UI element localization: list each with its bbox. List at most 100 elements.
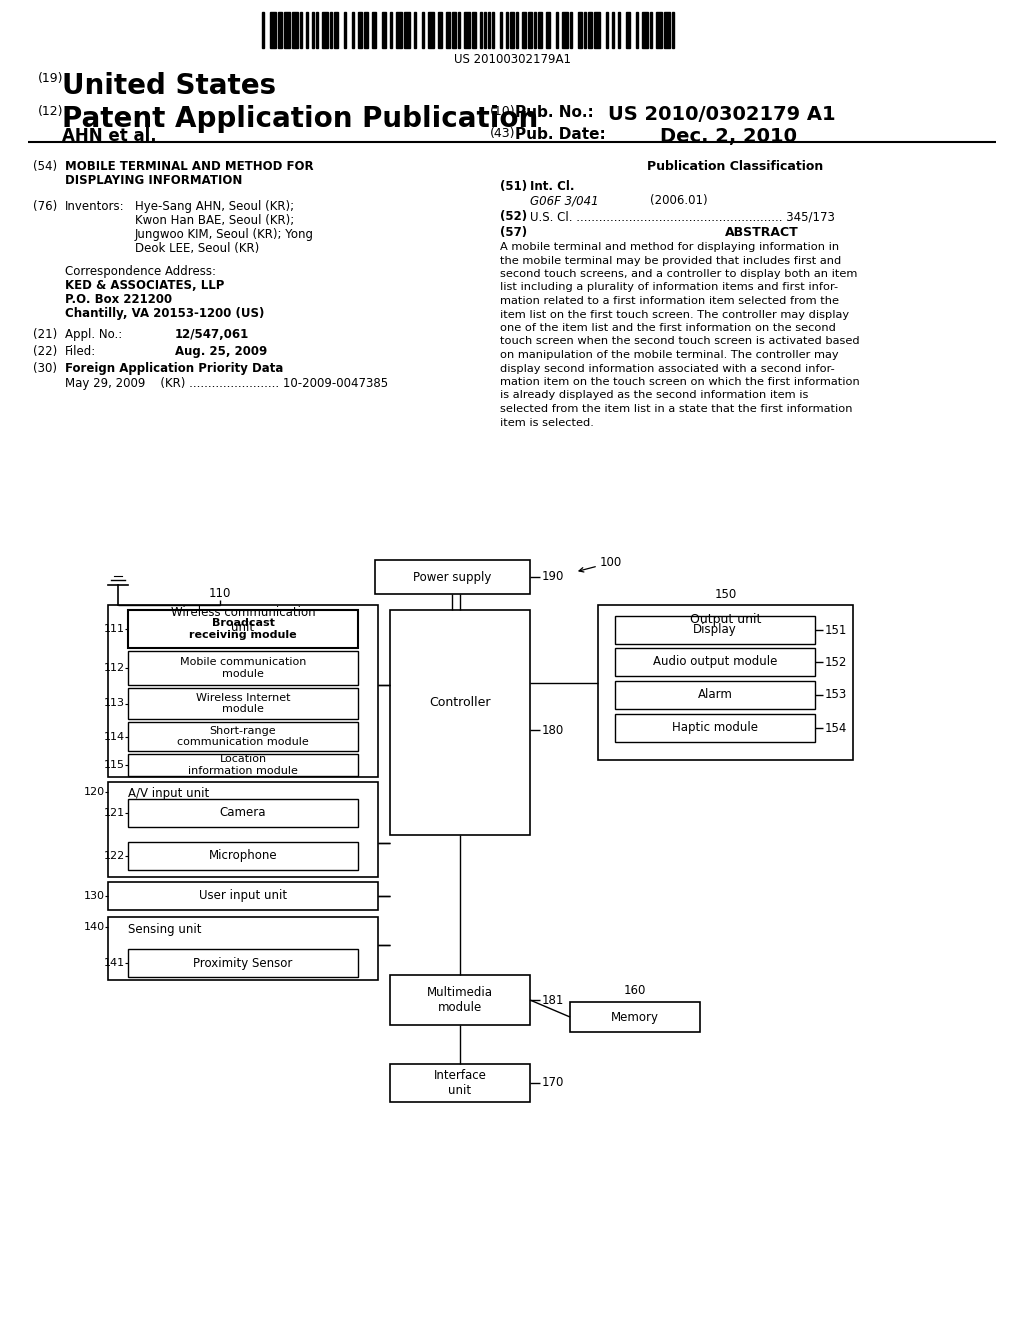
Bar — [438, 12, 442, 48]
Text: P.O. Box 221200: P.O. Box 221200 — [65, 293, 172, 306]
Bar — [612, 12, 614, 48]
Text: DISPLAYING INFORMATION: DISPLAYING INFORMATION — [65, 174, 243, 187]
Bar — [128, 651, 358, 685]
Bar — [128, 842, 358, 870]
Text: Power supply: Power supply — [414, 570, 492, 583]
Bar — [615, 681, 815, 709]
Text: Multimedia
module: Multimedia module — [427, 986, 493, 1014]
Text: Proximity Sensor: Proximity Sensor — [194, 957, 293, 969]
Bar — [528, 12, 532, 48]
Text: 130: 130 — [84, 891, 105, 902]
Bar — [594, 12, 600, 48]
Bar — [306, 12, 308, 48]
Text: Kwon Han BAE, Seoul (KR);: Kwon Han BAE, Seoul (KR); — [135, 214, 294, 227]
Text: Hye-Sang AHN, Seoul (KR);: Hye-Sang AHN, Seoul (KR); — [135, 201, 294, 213]
Text: 12/547,061: 12/547,061 — [175, 327, 249, 341]
Bar — [484, 12, 486, 48]
Text: 190: 190 — [542, 570, 564, 583]
Bar — [404, 12, 410, 48]
Text: 180: 180 — [542, 723, 564, 737]
Bar — [534, 12, 536, 48]
Text: Audio output module: Audio output module — [653, 656, 777, 668]
Bar — [615, 714, 815, 742]
Bar — [642, 12, 648, 48]
Text: Controller: Controller — [429, 696, 490, 709]
Bar — [414, 12, 416, 48]
Text: 121: 121 — [103, 808, 125, 818]
Bar — [428, 12, 434, 48]
Bar — [330, 12, 332, 48]
Text: Publication Classification: Publication Classification — [647, 160, 823, 173]
Bar — [390, 12, 392, 48]
Text: Chantilly, VA 20153-1200 (US): Chantilly, VA 20153-1200 (US) — [65, 308, 264, 319]
Text: Appl. No.:: Appl. No.: — [65, 327, 122, 341]
Text: the mobile terminal may be provided that includes first and: the mobile terminal may be provided that… — [500, 256, 842, 265]
Bar — [316, 12, 318, 48]
Text: (43): (43) — [490, 127, 515, 140]
Bar — [128, 610, 358, 648]
Bar — [650, 12, 652, 48]
Text: mation item on the touch screen on which the first information: mation item on the touch screen on which… — [500, 378, 860, 387]
Text: US 2010/0302179 A1: US 2010/0302179 A1 — [608, 106, 836, 124]
Text: mation related to a first information item selected from the: mation related to a first information it… — [500, 296, 839, 306]
Bar — [278, 12, 282, 48]
Text: Filed:: Filed: — [65, 345, 96, 358]
Bar — [108, 917, 378, 979]
Text: AHN et al.: AHN et al. — [62, 127, 157, 145]
Text: Dec. 2, 2010: Dec. 2, 2010 — [660, 127, 797, 147]
Text: 151: 151 — [825, 623, 848, 636]
Bar — [618, 12, 620, 48]
Text: Camera: Camera — [220, 807, 266, 820]
Text: on manipulation of the mobile terminal. The controller may: on manipulation of the mobile terminal. … — [500, 350, 839, 360]
Text: Microphone: Microphone — [209, 850, 278, 862]
Bar — [312, 12, 314, 48]
Text: one of the item list and the first information on the second: one of the item list and the first infor… — [500, 323, 836, 333]
Text: Output unit: Output unit — [690, 612, 761, 626]
Bar — [664, 12, 670, 48]
Text: touch screen when the second touch screen is activated based: touch screen when the second touch scree… — [500, 337, 859, 346]
Text: Mobile communication
module: Mobile communication module — [180, 657, 306, 678]
Bar — [262, 12, 264, 48]
Text: 141: 141 — [103, 958, 125, 968]
Bar — [615, 616, 815, 644]
Text: (30): (30) — [33, 362, 57, 375]
Text: selected from the item list in a state that the first information: selected from the item list in a state t… — [500, 404, 853, 414]
Bar — [300, 12, 302, 48]
Text: May 29, 2009    (KR) ........................ 10-2009-0047385: May 29, 2009 (KR) ......................… — [65, 378, 388, 389]
Text: is already displayed as the second information item is: is already displayed as the second infor… — [500, 391, 808, 400]
Text: (57): (57) — [500, 226, 527, 239]
Text: Haptic module: Haptic module — [672, 722, 758, 734]
Text: Jungwoo KIM, Seoul (KR); Yong: Jungwoo KIM, Seoul (KR); Yong — [135, 228, 314, 242]
Text: 111: 111 — [104, 624, 125, 634]
Text: Pub. Date:: Pub. Date: — [515, 127, 606, 143]
Text: KED & ASSOCIATES, LLP: KED & ASSOCIATES, LLP — [65, 279, 224, 292]
Text: item list on the first touch screen. The controller may display: item list on the first touch screen. The… — [500, 309, 849, 319]
Text: 110: 110 — [209, 587, 231, 601]
Bar — [396, 12, 402, 48]
Bar — [570, 12, 572, 48]
Text: Sensing unit: Sensing unit — [128, 923, 202, 936]
Text: Wireless Internet
module: Wireless Internet module — [196, 693, 290, 714]
Text: display second information associated with a second infor-: display second information associated wi… — [500, 363, 835, 374]
Bar — [636, 12, 638, 48]
Text: (21): (21) — [33, 327, 57, 341]
Bar — [390, 975, 530, 1026]
Text: Wireless communication
unit: Wireless communication unit — [171, 606, 315, 634]
Bar — [615, 648, 815, 676]
Text: 112: 112 — [103, 663, 125, 673]
Text: 170: 170 — [542, 1077, 564, 1089]
Text: 114: 114 — [103, 731, 125, 742]
Bar — [128, 754, 358, 776]
Bar — [538, 12, 542, 48]
Text: ABSTRACT: ABSTRACT — [725, 226, 799, 239]
Text: Alarm: Alarm — [697, 689, 732, 701]
Bar — [510, 12, 514, 48]
Bar — [358, 12, 362, 48]
Text: MOBILE TERMINAL AND METHOD FOR: MOBILE TERMINAL AND METHOD FOR — [65, 160, 313, 173]
Bar — [352, 12, 354, 48]
Bar — [522, 12, 526, 48]
Bar — [108, 605, 378, 777]
Text: Interface
unit: Interface unit — [433, 1069, 486, 1097]
Bar — [452, 12, 456, 48]
Bar — [446, 12, 450, 48]
